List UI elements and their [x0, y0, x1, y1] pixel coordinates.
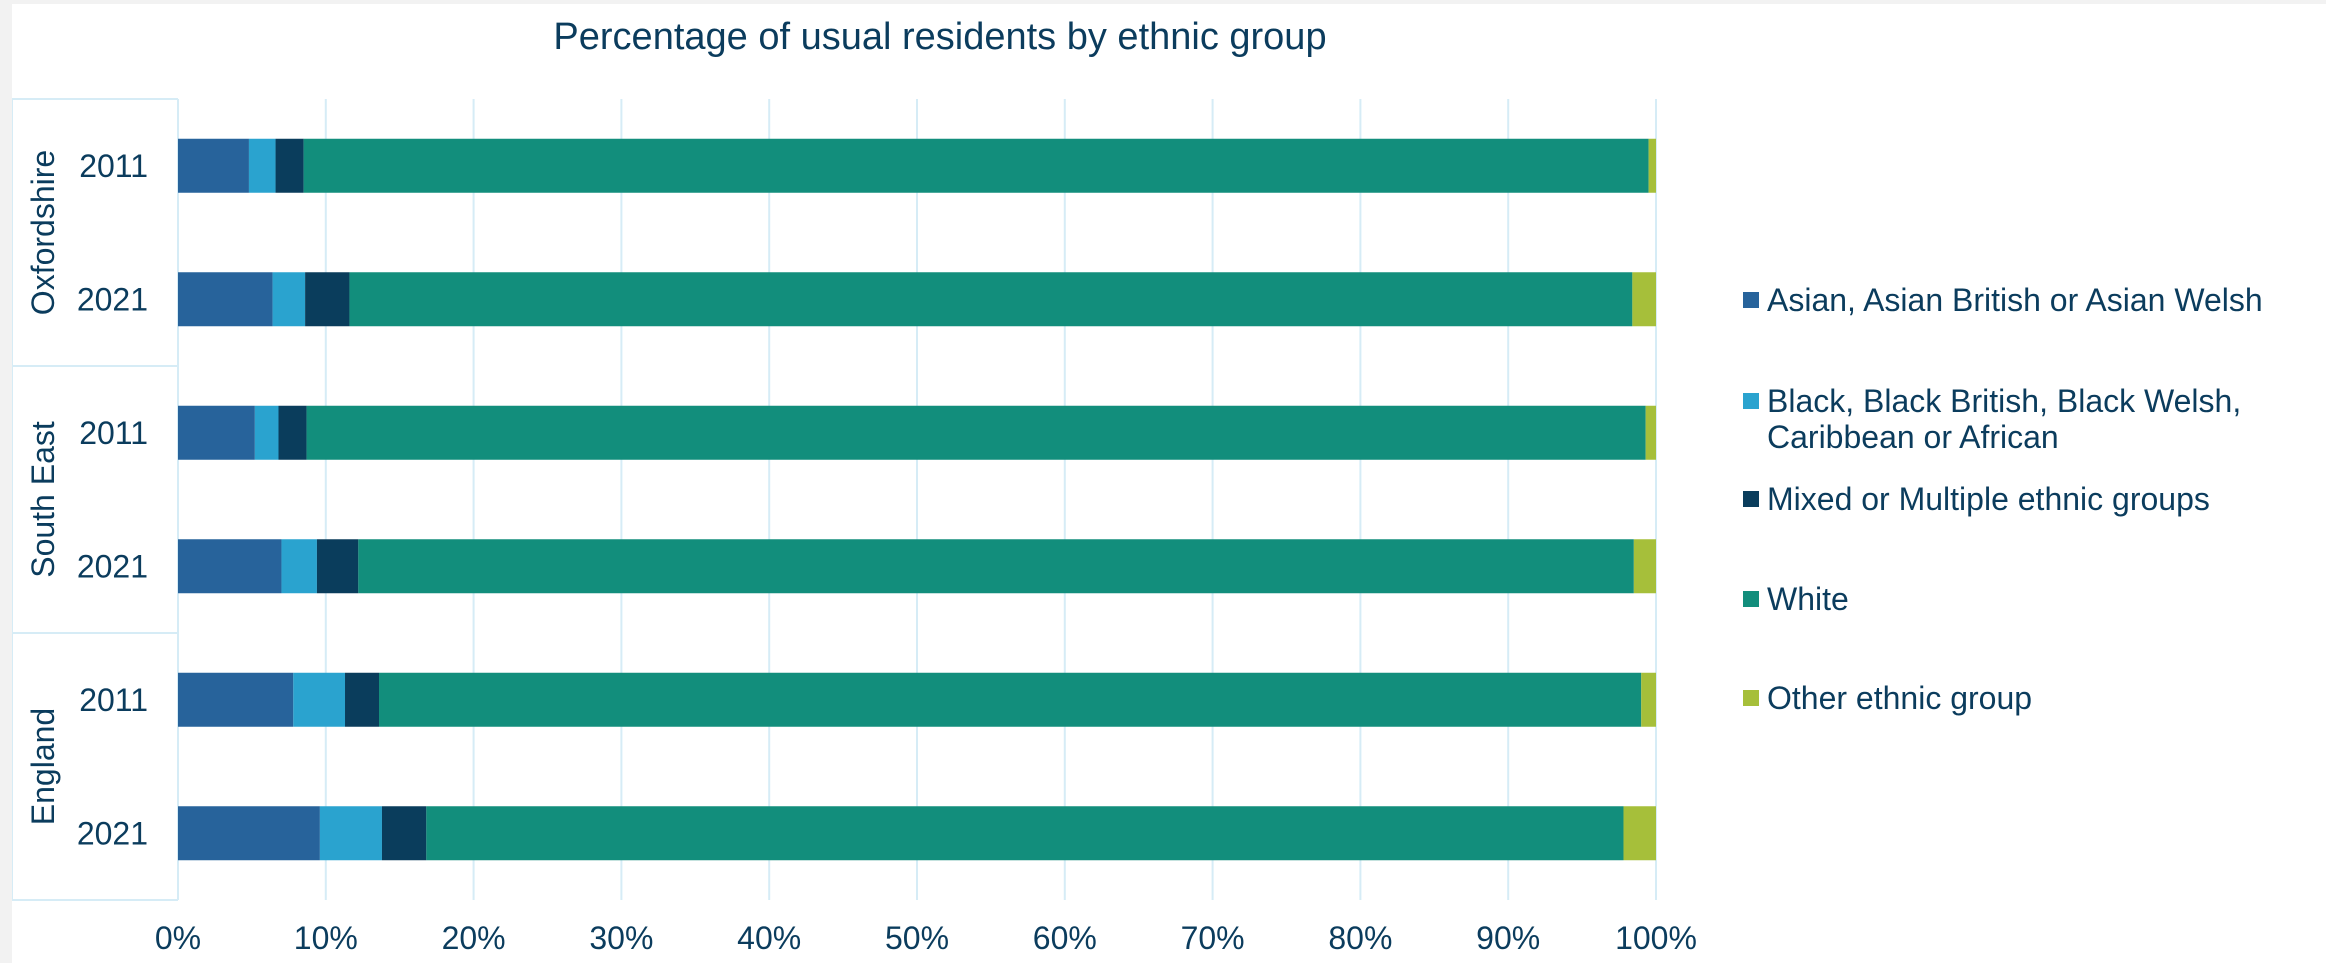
bar-oxfordshire-2011-white	[303, 138, 1649, 193]
legend-swatch-black-black-british-black-welsh-caribbean-or-african	[1743, 393, 1759, 409]
bar-oxfordshire-2021-mixed-or-multiple-ethnic-groups	[305, 272, 350, 327]
bar-oxfordshire-2011-mixed-or-multiple-ethnic-groups	[275, 138, 304, 193]
x-tick-label: 0%	[155, 920, 201, 956]
category-label: 2021	[77, 548, 148, 584]
group-label-south-east: South East	[25, 421, 61, 578]
bar-england-2011-white	[379, 672, 1642, 727]
bar-south-east-2021-white	[358, 539, 1634, 594]
category-labels: Oxfordshire South East England 2011 2021 2011…	[25, 148, 148, 852]
bar-oxfordshire-2021-other-ethnic-group	[1632, 272, 1656, 327]
bar-oxfordshire-2021-asian-asian-british-or-asian-welsh	[178, 272, 273, 327]
bar-oxfordshire-2021-white	[349, 272, 1633, 327]
x-tick-label: 60%	[1033, 920, 1097, 956]
legend-swatch-other-ethnic-group	[1743, 690, 1759, 706]
bar-england-2021-asian-asian-british-or-asian-welsh	[178, 806, 320, 861]
category-frame	[12, 98, 179, 901]
bar-england-2011-other-ethnic-group	[1641, 672, 1656, 727]
legend-label-mixed-or-multiple-ethnic-groups: Mixed or Multiple ethnic groups	[1767, 481, 2210, 517]
bar-south-east-2021-asian-asian-british-or-asian-welsh	[178, 539, 282, 594]
legend-label-other-ethnic-group: Other ethnic group	[1767, 680, 2032, 716]
legend-label-white: White	[1767, 581, 1849, 617]
x-axis-ticks: 0% 10% 20% 30% 40% 50% 60% 70% 80% 90% 100%	[155, 920, 1697, 956]
bars	[178, 138, 1656, 861]
x-tick-label: 50%	[885, 920, 949, 956]
stacked-bar-chart: Percentage of usual residents by ethnic …	[12, 16, 2263, 956]
bar-oxfordshire-2021-black-black-british-black-welsh-caribbean-or-african	[272, 272, 306, 327]
bar-oxfordshire-2011-black-black-british-black-welsh-caribbean-or-african	[248, 138, 276, 193]
category-label: 2011	[79, 682, 148, 718]
bar-england-2011-mixed-or-multiple-ethnic-groups	[345, 672, 380, 727]
bar-south-east-2021-mixed-or-multiple-ethnic-groups	[316, 539, 359, 594]
bar-oxfordshire-2011-asian-asian-british-or-asian-welsh	[178, 138, 249, 193]
x-tick-label: 30%	[589, 920, 653, 956]
legend: Asian, Asian British or Asian Welsh Black…	[1743, 282, 2263, 716]
bar-england-2021-other-ethnic-group	[1623, 806, 1656, 861]
x-tick-label: 20%	[442, 920, 506, 956]
legend-swatch-white	[1743, 591, 1759, 607]
gridlines	[177, 99, 1657, 900]
bar-south-east-2011-black-black-british-black-welsh-caribbean-or-african	[254, 405, 279, 460]
legend-swatch-asian-asian-british-or-asian-welsh	[1743, 292, 1759, 308]
x-tick-label: 100%	[1615, 920, 1697, 956]
bar-south-east-2011-white	[306, 405, 1646, 460]
bar-south-east-2011-mixed-or-multiple-ethnic-groups	[278, 405, 307, 460]
legend-label-asian-asian-british-or-asian-welsh: Asian, Asian British or Asian Welsh	[1767, 282, 2263, 318]
x-tick-label: 80%	[1328, 920, 1392, 956]
category-label: 2011	[79, 415, 148, 451]
bar-south-east-2021-black-black-british-black-welsh-caribbean-or-african	[281, 539, 317, 594]
chart-panel: Percentage of usual residents by ethnic …	[12, 4, 2326, 963]
bar-england-2021-black-black-british-black-welsh-caribbean-or-african	[319, 806, 382, 861]
bar-oxfordshire-2011-other-ethnic-group	[1648, 138, 1656, 193]
category-label: 2021	[77, 281, 148, 317]
x-tick-label: 70%	[1181, 920, 1245, 956]
bar-england-2011-black-black-british-black-welsh-caribbean-or-african	[293, 672, 346, 727]
bar-south-east-2021-other-ethnic-group	[1633, 539, 1656, 594]
bar-south-east-2011-asian-asian-british-or-asian-welsh	[178, 405, 255, 460]
legend-swatch-mixed-or-multiple-ethnic-groups	[1743, 491, 1759, 507]
category-label: 2021	[77, 815, 148, 851]
x-tick-label: 40%	[737, 920, 801, 956]
bar-england-2021-mixed-or-multiple-ethnic-groups	[381, 806, 427, 861]
x-tick-label: 90%	[1476, 920, 1540, 956]
chart-title: Percentage of usual residents by ethnic …	[553, 16, 1326, 58]
bar-england-2021-white	[426, 806, 1624, 861]
group-label-england: England	[25, 708, 61, 825]
x-tick-label: 10%	[294, 920, 358, 956]
bar-england-2011-asian-asian-british-or-asian-welsh	[178, 672, 294, 727]
bar-south-east-2011-other-ethnic-group	[1645, 405, 1656, 460]
group-label-oxfordshire: Oxfordshire	[25, 150, 61, 315]
legend-label-black-black-british-black-welsh-caribbean-or-african: Black, Black British, Black Welsh, Caribb…	[1767, 383, 2241, 455]
category-label: 2011	[79, 148, 148, 184]
